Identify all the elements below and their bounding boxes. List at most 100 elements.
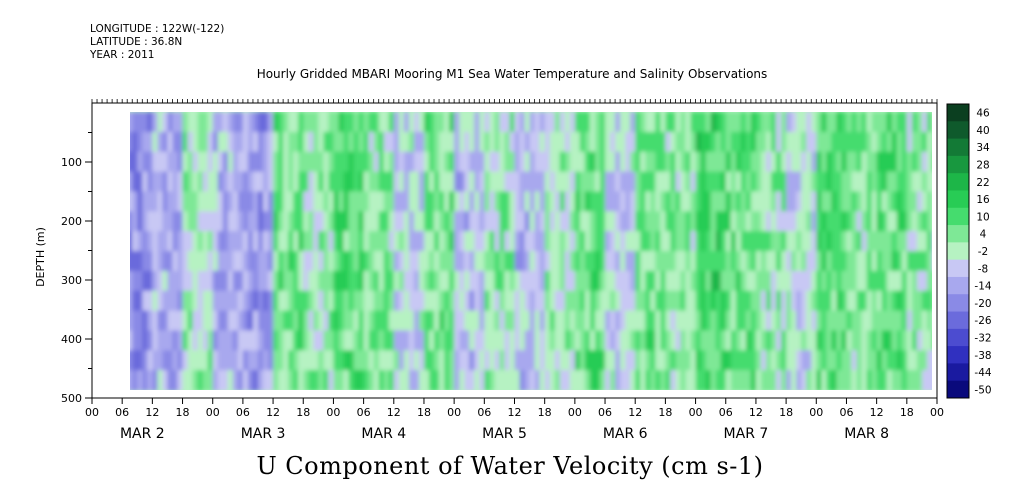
- heatmap-cell: [559, 231, 566, 252]
- heatmap-cell: [217, 151, 224, 173]
- heatmap-cell: [413, 191, 420, 213]
- heatmap-cell: [514, 350, 521, 372]
- heatmap-cell: [645, 290, 652, 312]
- heatmap-cell: [358, 270, 365, 292]
- colorbar-label: -26: [974, 315, 991, 327]
- heatmap-cell: [755, 370, 762, 390]
- heatmap-cell: [227, 290, 234, 312]
- heatmap-cell: [549, 112, 556, 133]
- heatmap-cell: [700, 112, 707, 133]
- x-tick-label: 12: [266, 406, 280, 419]
- heatmap-cell: [921, 350, 928, 372]
- heatmap-cell: [730, 211, 737, 233]
- heatmap-cell: [625, 211, 632, 233]
- heatmap-cell: [781, 350, 788, 372]
- heatmap-cell: [439, 112, 446, 133]
- heatmap-cell: [514, 131, 521, 153]
- x-day-label: MAR 6: [603, 426, 648, 442]
- heatmap-cell: [705, 211, 712, 233]
- heatmap-cell: [761, 310, 767, 332]
- heatmap-cell: [303, 211, 310, 233]
- heatmap-cell: [273, 191, 280, 213]
- heatmap-cell: [217, 171, 224, 193]
- heatmap-cell: [811, 191, 818, 213]
- heatmap-cell: [750, 151, 757, 173]
- heatmap-cell: [253, 231, 259, 252]
- heatmap-cell: [589, 330, 596, 352]
- heatmap-cell: [278, 350, 285, 372]
- heatmap-cell: [408, 270, 415, 292]
- heatmap-cell: [524, 151, 531, 173]
- y-axis-label: DEPTH (m): [34, 227, 47, 287]
- colorbar-label: -32: [974, 332, 991, 344]
- heatmap-cell: [509, 171, 516, 193]
- heatmap-cell: [157, 290, 164, 312]
- heatmap-cell: [424, 251, 430, 272]
- heatmap-cell: [579, 270, 586, 292]
- heatmap-cell: [589, 171, 596, 193]
- heatmap-cell: [182, 191, 189, 213]
- heatmap-cell: [323, 350, 330, 372]
- heatmap-cell: [891, 131, 898, 153]
- heatmap-cell: [921, 310, 928, 332]
- heatmap-cell: [167, 171, 174, 193]
- heatmap-cell: [303, 191, 310, 213]
- heatmap-cell: [293, 370, 300, 390]
- heatmap-cell: [781, 191, 788, 213]
- heatmap-cell: [429, 310, 435, 332]
- heatmap-cell: [901, 330, 908, 352]
- heatmap-cell: [645, 191, 652, 213]
- heatmap-cell: [459, 370, 466, 390]
- heatmap-cell: [318, 350, 325, 372]
- heatmap-cell: [645, 231, 652, 252]
- heatmap-cell: [886, 290, 893, 312]
- heatmap-cell: [398, 191, 405, 213]
- heatmap-cell: [142, 231, 149, 252]
- heatmap-cell: [137, 310, 144, 332]
- heatmap-cell: [876, 151, 883, 173]
- heatmap-cell: [167, 191, 174, 213]
- heatmap-cell: [363, 350, 370, 372]
- heatmap-cell: [554, 310, 561, 332]
- heatmap-cell: [896, 290, 903, 312]
- heatmap-cell: [559, 131, 566, 153]
- heatmap-cell: [130, 112, 134, 133]
- heatmap-cell: [901, 290, 908, 312]
- heatmap-cell: [92, 271, 98, 292]
- heatmap-cell: [620, 330, 627, 352]
- heatmap-cell: [182, 131, 189, 153]
- heatmap-cell: [841, 270, 848, 292]
- heatmap-cell: [348, 270, 355, 292]
- heatmap-cell: [650, 191, 657, 213]
- heatmap-cell: [901, 251, 908, 272]
- heatmap-cell: [197, 290, 204, 312]
- heatmap-cell: [348, 370, 355, 390]
- heatmap-cell: [846, 290, 853, 312]
- heatmap-cell: [705, 251, 712, 272]
- heatmap-cell: [283, 330, 290, 352]
- heatmap-cell: [112, 311, 118, 332]
- heatmap-cell: [434, 330, 440, 352]
- heatmap-cell: [846, 251, 853, 272]
- heatmap-cell: [801, 310, 808, 332]
- heatmap-cell: [640, 270, 647, 292]
- heatmap-cell: [152, 131, 159, 153]
- heatmap-cell: [781, 270, 788, 292]
- heatmap-cell: [685, 251, 692, 272]
- heatmap-cell: [791, 151, 798, 173]
- heatmap-cell: [237, 171, 244, 193]
- heatmap-cell: [363, 310, 370, 332]
- heatmap-cell: [137, 330, 144, 352]
- heatmap-cell: [479, 112, 486, 133]
- heatmap-cell: [801, 211, 808, 233]
- heatmap-cell: [363, 330, 370, 352]
- heatmap-cell: [766, 231, 772, 252]
- heatmap-cell: [615, 151, 622, 173]
- heatmap-cell: [695, 350, 702, 372]
- heatmap-cell: [137, 191, 144, 213]
- heatmap-cell: [424, 290, 430, 312]
- heatmap-cell: [333, 191, 340, 213]
- heatmap-cell: [494, 251, 501, 272]
- heatmap-cell: [811, 171, 818, 193]
- heatmap-cell: [303, 131, 310, 153]
